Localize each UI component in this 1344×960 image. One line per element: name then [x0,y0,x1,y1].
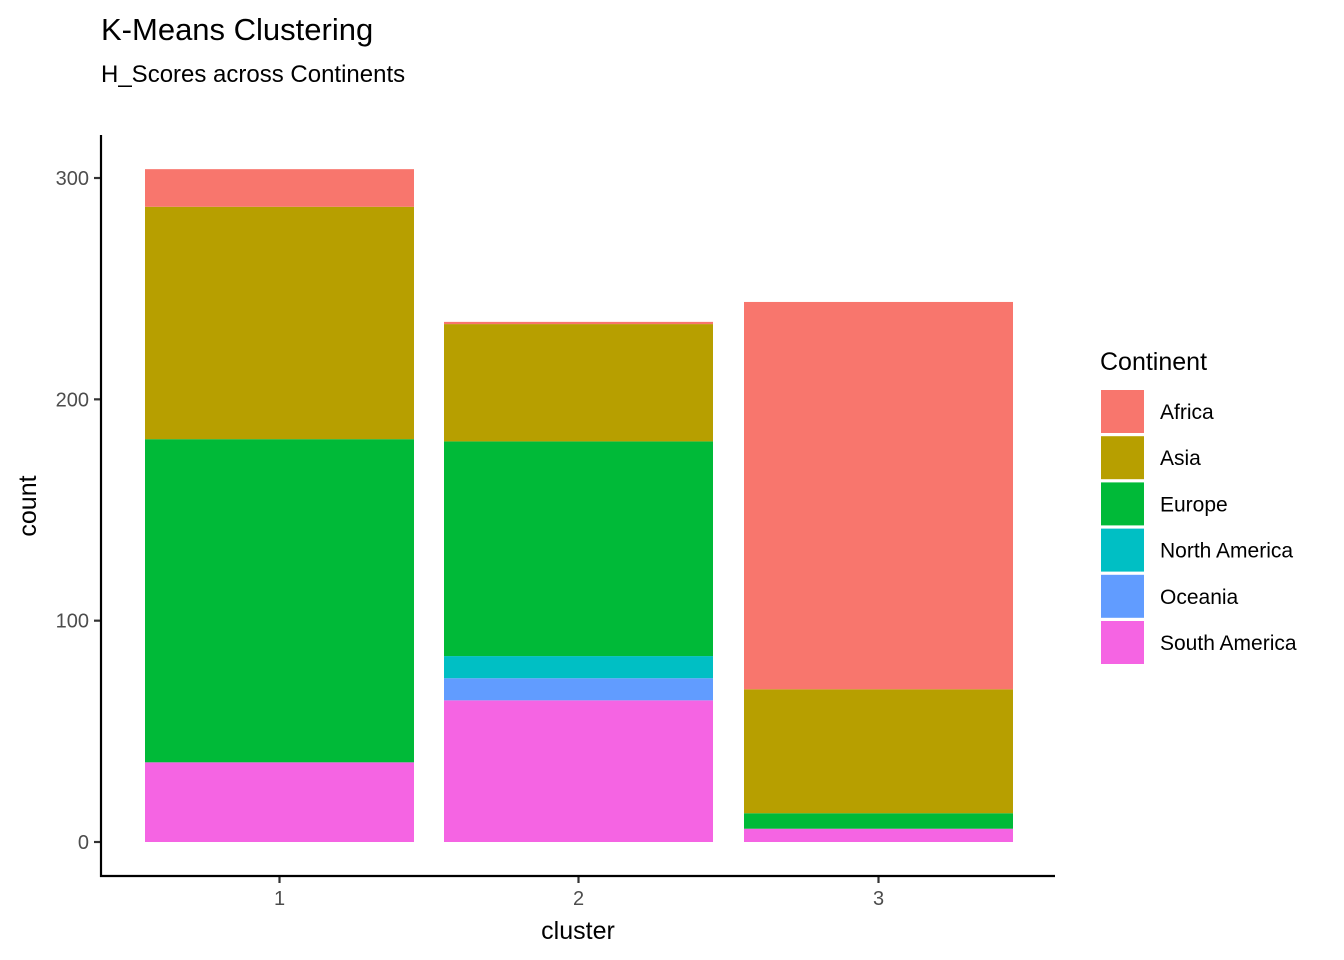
bar-cluster-3-africa [744,301,1013,690]
bar-cluster-3-asia [744,689,1013,814]
legend-label-asia: Asia [1160,447,1201,470]
x-axis-title: cluster [541,917,615,945]
x-tick-label: 2 [573,888,584,910]
legend-label-europe: Europe [1160,493,1228,516]
x-tick-label: 1 [274,888,285,910]
legend-key-north-america [1101,528,1144,572]
legend-key-asia [1101,436,1144,480]
y-tick-label: 100 [56,611,89,633]
bar-cluster-2-africa [444,321,713,325]
x-axis-ticks: 1 2 3 [274,876,884,910]
bar-cluster-3-south-america [744,828,1013,842]
bar-cluster-3-europe [744,813,1013,829]
legend: Continent Africa Asia Europe North America O… [1100,348,1297,664]
y-tick-label: 300 [56,168,89,190]
bar-cluster-1-europe [145,439,414,763]
legend-label-north-america: North America [1160,540,1293,563]
legend-key-south-america [1101,621,1144,664]
bar-cluster-1-south-america [145,762,414,842]
legend-label-africa: Africa [1160,401,1214,424]
bar-cluster-1-asia [145,206,414,440]
legend-label-oceania: Oceania [1160,586,1239,609]
bar-cluster-2-north-america [444,656,713,679]
y-axis-title: count [14,475,42,536]
legend-key-africa [1101,390,1144,433]
legend-label-south-america: South America [1160,632,1297,655]
bar-cluster-2-south-america [444,700,713,842]
chart-subtitle: H_Scores across Continents [101,61,405,88]
legend-title: Continent [1100,348,1207,376]
chart-title: K-Means Clustering [101,12,373,47]
legend-key-europe [1101,482,1144,526]
y-tick-label: 200 [56,389,89,411]
bar-cluster-2-asia [444,324,713,442]
plot-bars [145,169,1013,842]
legend-key-oceania [1101,574,1144,618]
y-axis-ticks: 0 100 200 300 [56,168,101,854]
bar-cluster-2-europe [444,441,713,657]
bar-cluster-1-africa [145,169,414,207]
y-tick-label: 0 [78,832,89,854]
bar-cluster-2-oceania [444,678,713,701]
x-tick-label: 3 [873,888,884,910]
